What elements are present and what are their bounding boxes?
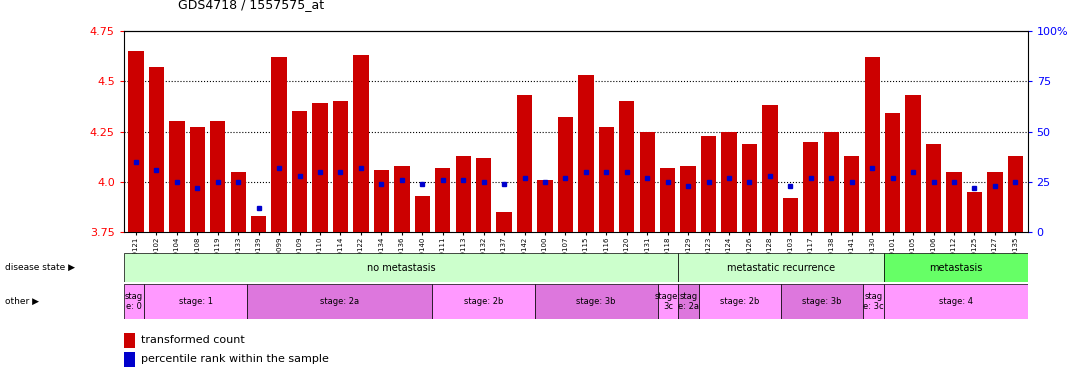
Text: metastatic recurrence: metastatic recurrence — [727, 263, 835, 273]
Bar — [905, 95, 921, 232]
Bar — [844, 156, 860, 232]
Bar — [128, 51, 144, 232]
Bar — [883, 284, 1028, 319]
Text: stage: 4: stage: 4 — [938, 297, 973, 306]
Text: stage:
3c: stage: 3c — [655, 292, 681, 311]
Bar — [144, 284, 247, 319]
Bar — [124, 352, 134, 367]
Text: stag
e: 2a: stag e: 2a — [678, 292, 699, 311]
Bar — [823, 132, 839, 232]
Bar — [987, 172, 1003, 232]
Bar — [660, 168, 676, 232]
Bar — [210, 121, 226, 232]
Bar — [678, 253, 883, 282]
Bar — [496, 212, 512, 232]
Bar — [762, 105, 778, 232]
Bar — [884, 113, 901, 232]
Bar — [251, 216, 267, 232]
Bar — [864, 57, 880, 232]
Bar — [782, 198, 798, 232]
Text: other ▶: other ▶ — [5, 297, 40, 306]
Text: stage: 3b: stage: 3b — [577, 297, 615, 306]
Bar — [557, 118, 574, 232]
Bar — [455, 156, 471, 232]
Bar — [431, 284, 535, 319]
Text: percentile rank within the sample: percentile rank within the sample — [141, 354, 329, 364]
Bar — [124, 253, 678, 282]
Bar — [699, 284, 781, 319]
Bar — [598, 127, 614, 232]
Bar — [353, 55, 369, 232]
Text: GDS4718 / 1557575_at: GDS4718 / 1557575_at — [178, 0, 324, 12]
Bar — [516, 95, 533, 232]
Bar — [680, 166, 696, 232]
Bar — [271, 57, 287, 232]
Bar — [414, 196, 430, 232]
Bar — [373, 170, 390, 232]
Bar — [476, 158, 492, 232]
Bar — [578, 75, 594, 232]
Bar — [435, 168, 451, 232]
Text: stage: 3b: stage: 3b — [803, 297, 841, 306]
Text: stage: 2b: stage: 2b — [464, 297, 502, 306]
Bar — [124, 333, 134, 348]
Text: stage: 2b: stage: 2b — [720, 297, 760, 306]
Bar — [394, 166, 410, 232]
Bar — [657, 284, 678, 319]
Bar — [946, 172, 962, 232]
Text: stage: 2a: stage: 2a — [320, 297, 359, 306]
Bar — [169, 121, 185, 232]
Text: stag
e: 0: stag e: 0 — [125, 292, 143, 311]
Bar — [741, 144, 758, 232]
Bar — [966, 192, 982, 232]
Bar — [247, 284, 431, 319]
Text: no metastasis: no metastasis — [367, 263, 436, 273]
Bar — [332, 101, 349, 232]
Bar — [678, 284, 699, 319]
Bar — [803, 142, 819, 232]
Bar — [781, 284, 863, 319]
Bar — [1007, 156, 1023, 232]
Bar — [883, 253, 1028, 282]
Text: metastasis: metastasis — [929, 263, 982, 273]
Bar — [230, 172, 246, 232]
Bar — [292, 111, 308, 232]
Text: stag
e: 3c: stag e: 3c — [863, 292, 883, 311]
Bar — [863, 284, 883, 319]
Bar — [537, 180, 553, 232]
Text: transformed count: transformed count — [141, 335, 244, 345]
Text: stage: 1: stage: 1 — [179, 297, 213, 306]
Bar — [721, 132, 737, 232]
Bar — [535, 284, 657, 319]
Bar — [700, 136, 717, 232]
Bar — [312, 103, 328, 232]
Bar — [148, 67, 165, 232]
Bar — [619, 101, 635, 232]
Text: disease state ▶: disease state ▶ — [5, 263, 75, 272]
Bar — [189, 127, 206, 232]
Bar — [639, 132, 655, 232]
Bar — [124, 284, 144, 319]
Bar — [925, 144, 942, 232]
